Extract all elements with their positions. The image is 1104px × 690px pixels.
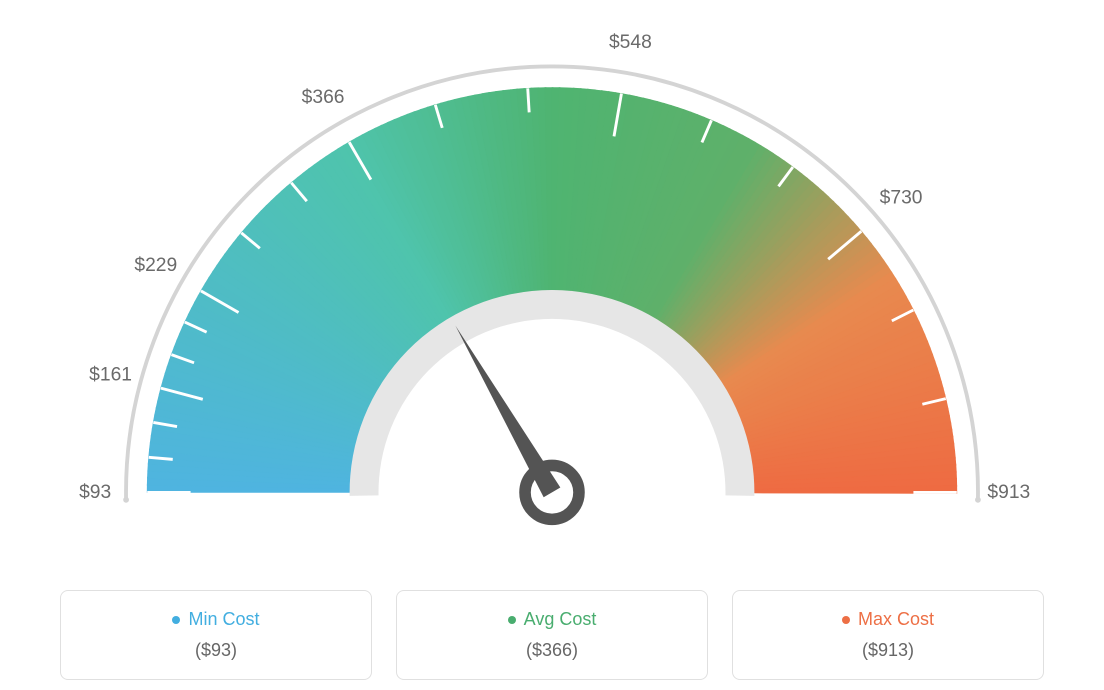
legend-value-min: ($93) bbox=[73, 640, 359, 661]
gauge-tick-label: $730 bbox=[880, 187, 923, 208]
legend-card-min: Min Cost ($93) bbox=[60, 590, 372, 680]
gauge-tick-label: $913 bbox=[987, 482, 1030, 503]
legend-row: Min Cost ($93) Avg Cost ($366) Max Cost … bbox=[20, 590, 1084, 680]
gauge-tick-label: $161 bbox=[89, 365, 132, 386]
legend-title-max: Max Cost bbox=[842, 609, 934, 630]
legend-label-max: Max Cost bbox=[858, 609, 934, 630]
legend-value-max: ($913) bbox=[745, 640, 1031, 661]
legend-dot-min bbox=[172, 616, 180, 624]
cost-gauge: $93 $161 $229 $366 $548 $730 $913 bbox=[20, 20, 1084, 560]
gauge-tick-label: $366 bbox=[302, 87, 345, 108]
legend-dot-avg bbox=[508, 616, 516, 624]
gauge-tick-label: $548 bbox=[609, 32, 652, 53]
legend-label-min: Min Cost bbox=[188, 609, 259, 630]
legend-card-max: Max Cost ($913) bbox=[732, 590, 1044, 680]
gauge-tick-label: $93 bbox=[79, 482, 111, 503]
legend-label-avg: Avg Cost bbox=[524, 609, 597, 630]
gauge-rim-end bbox=[123, 497, 129, 503]
legend-title-avg: Avg Cost bbox=[508, 609, 597, 630]
gauge-tick-label: $229 bbox=[134, 255, 177, 276]
legend-card-avg: Avg Cost ($366) bbox=[396, 590, 708, 680]
legend-title-min: Min Cost bbox=[172, 609, 259, 630]
legend-value-avg: ($366) bbox=[409, 640, 695, 661]
gauge-container: $93 $161 $229 $366 $548 $730 $913 bbox=[20, 20, 1084, 560]
gauge-tick-minor bbox=[528, 88, 529, 112]
legend-dot-max bbox=[842, 616, 850, 624]
gauge-rim-end bbox=[975, 497, 981, 503]
